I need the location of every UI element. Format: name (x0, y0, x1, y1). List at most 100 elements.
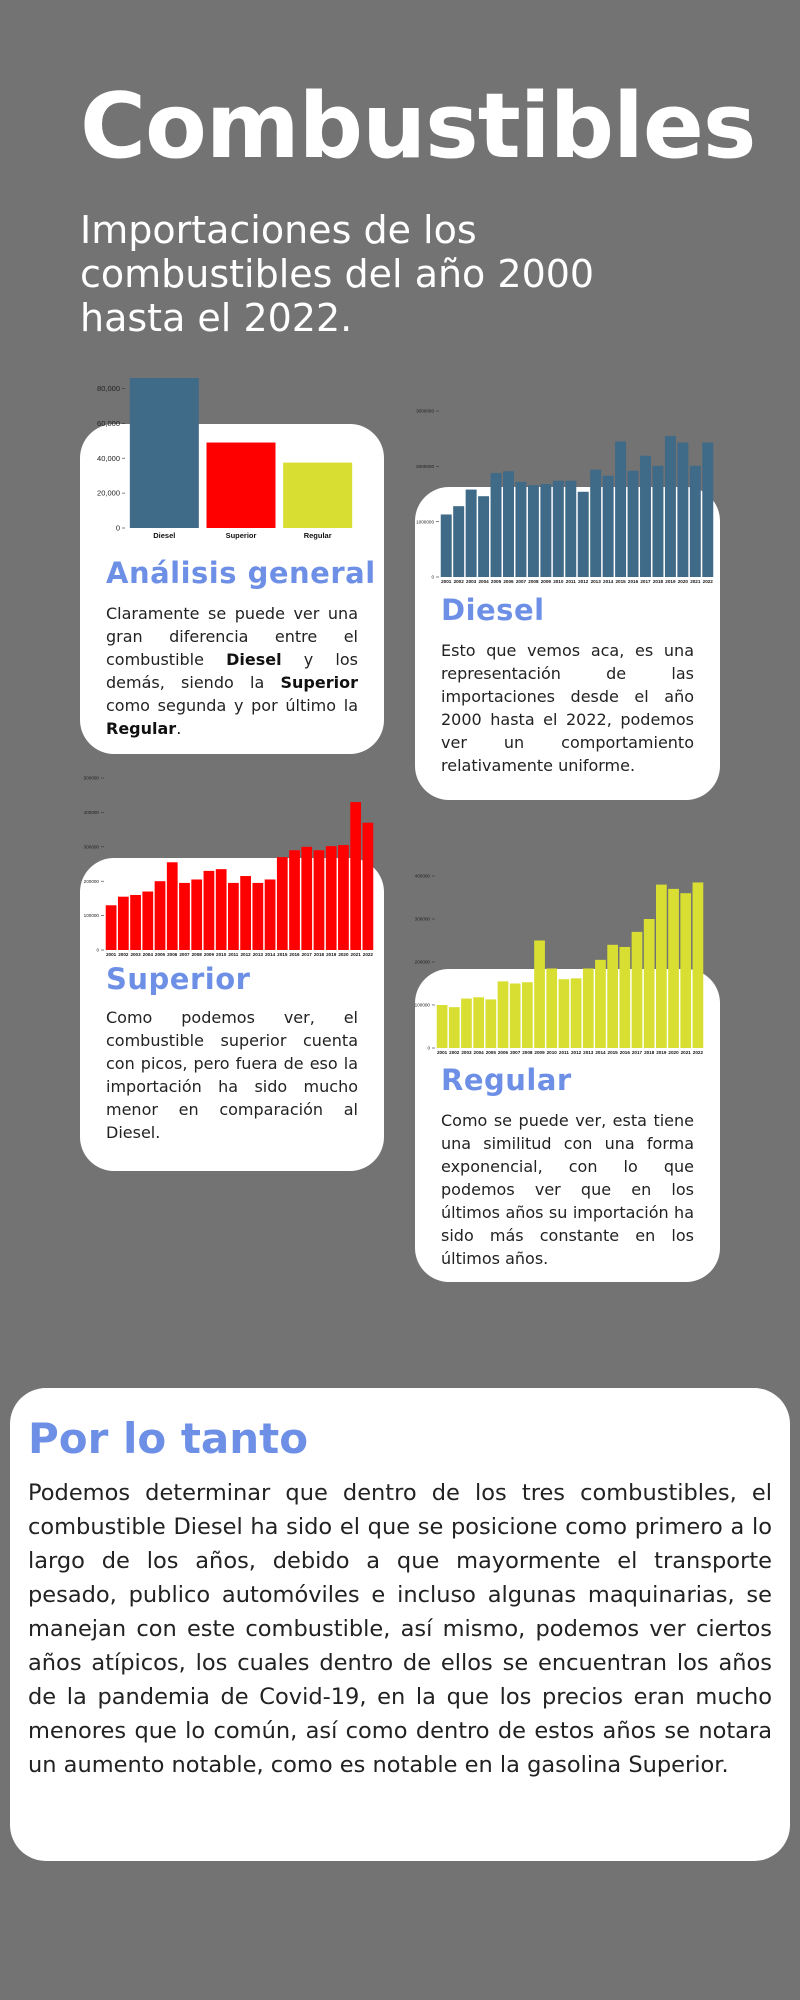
x-tick-label: 2017 (640, 579, 651, 584)
x-tick-label: 2022 (363, 952, 374, 957)
y-tick-label: 100000 (415, 1003, 431, 1008)
bar-2004 (478, 496, 490, 577)
x-tick-label: 2003 (130, 952, 141, 957)
x-tick-label: 2005 (155, 952, 166, 957)
x-tick-label: 2018 (653, 579, 664, 584)
y-tick-label: 60,000 (97, 419, 120, 428)
y-tick-label: 1000000 (416, 519, 434, 524)
bar-2014 (595, 959, 606, 1048)
x-tick-label: 2010 (547, 1050, 558, 1055)
y-tick-label: 500000 (84, 776, 100, 781)
overview-bar-chart: 0 20,000 40,000 60,000 80,000 Diesel Superior R… (97, 378, 353, 540)
y-tick-label: 400000 (415, 874, 431, 879)
x-tick-label: 2010 (553, 579, 564, 584)
bar-2017 (640, 455, 651, 577)
bar-2018 (652, 465, 664, 577)
x-tick-label: 2009 (541, 579, 552, 584)
bar-2021 (680, 893, 692, 1048)
bar-2013 (590, 469, 602, 577)
x-tick-label: 2011 (228, 952, 238, 957)
x-tick-label: 2003 (466, 579, 477, 584)
x-tick-label: 2020 (338, 952, 349, 957)
bar-2010 (215, 869, 227, 950)
page-subtitle: Importaciones de los combustibles del añ… (80, 208, 595, 340)
x-tick-label: 2011 (566, 579, 576, 584)
x-tick-label: 2002 (118, 952, 129, 957)
y-tick-label: 2000000 (416, 464, 434, 469)
bar-2005 (485, 999, 497, 1048)
bar-2011 (565, 480, 577, 577)
bar-2009 (203, 870, 215, 950)
bar-2013 (252, 882, 264, 950)
bar-2002 (448, 1007, 460, 1048)
bar-2019 (656, 884, 667, 1048)
x-tick-label: 2007 (516, 579, 527, 584)
x-tick-label: Regular (304, 531, 332, 540)
bar-2003 (130, 894, 141, 950)
x-tick-label: 2012 (571, 1050, 582, 1055)
x-tick-label: 2018 (314, 952, 325, 957)
x-tick-label: 2021 (681, 1050, 692, 1055)
x-tick-label: 2016 (628, 579, 639, 584)
x-tick-label: 2015 (277, 952, 288, 957)
bar-2014 (264, 879, 276, 950)
bar-2003 (465, 489, 477, 577)
x-tick-label: 2013 (253, 952, 264, 957)
x-tick-label: 2009 (204, 952, 215, 957)
bar-2005 (490, 472, 502, 577)
y-tick-label: 40,000 (97, 454, 120, 463)
y-tick-label: 0 (96, 948, 99, 953)
bar-2012 (570, 978, 582, 1048)
y-tick-label: 400000 (84, 810, 100, 815)
bar-2018 (643, 919, 655, 1048)
y-tick-label: 20,000 (97, 489, 120, 498)
y-tick-label: 100000 (84, 913, 100, 918)
x-tick-label: 2005 (491, 579, 502, 584)
x-tick-label: 2013 (583, 1050, 594, 1055)
conclusion-heading: Por lo tanto (28, 1414, 309, 1463)
bar-2015 (615, 441, 627, 577)
x-tick-label: Diesel (153, 531, 175, 540)
bar-2011 (228, 882, 239, 950)
x-tick-label: 2022 (693, 1050, 704, 1055)
bar-2012 (577, 491, 589, 577)
y-tick-label: 200000 (415, 960, 431, 965)
bar-2010 (552, 480, 564, 577)
page-title: Combustibles (80, 74, 756, 179)
bar-2020 (338, 845, 349, 950)
general-text-bold: Superior (280, 673, 358, 692)
bar-2005 (154, 881, 166, 950)
x-tick-label: 2011 (559, 1050, 569, 1055)
y-tick-label: 200000 (84, 879, 100, 884)
bar-2018 (313, 850, 325, 950)
x-tick-label: 2001 (441, 579, 452, 584)
general-text-part: y los demás, siendo la (106, 650, 358, 692)
x-tick-label: 2016 (620, 1050, 631, 1055)
x-tick-label: 2015 (615, 579, 626, 584)
x-tick-label: 2014 (265, 952, 276, 957)
y-tick-label: 0 (431, 575, 434, 580)
bar-2019 (325, 846, 337, 950)
bar-2002 (453, 506, 465, 577)
x-tick-label: 2010 (216, 952, 227, 957)
y-tick-label: 0 (116, 524, 120, 533)
x-tick-label: 2006 (503, 579, 514, 584)
x-tick-label: 2020 (678, 579, 689, 584)
x-tick-label: 2001 (106, 952, 117, 957)
x-tick-label: 2007 (179, 952, 190, 957)
bar-2007 (515, 481, 527, 577)
bar-2006 (497, 981, 509, 1048)
bar-2017 (301, 846, 313, 950)
x-tick-label: 2019 (656, 1050, 667, 1055)
x-tick-label: 2008 (192, 952, 203, 957)
bar-2006 (503, 471, 514, 577)
bar-2021 (350, 802, 362, 950)
x-tick-label: 2008 (522, 1050, 533, 1055)
general-text-bold: Regular (106, 719, 177, 738)
x-tick-label: 2002 (454, 579, 465, 584)
general-text-bold: Diesel (226, 650, 282, 669)
y-tick-label: 80,000 (97, 384, 120, 393)
